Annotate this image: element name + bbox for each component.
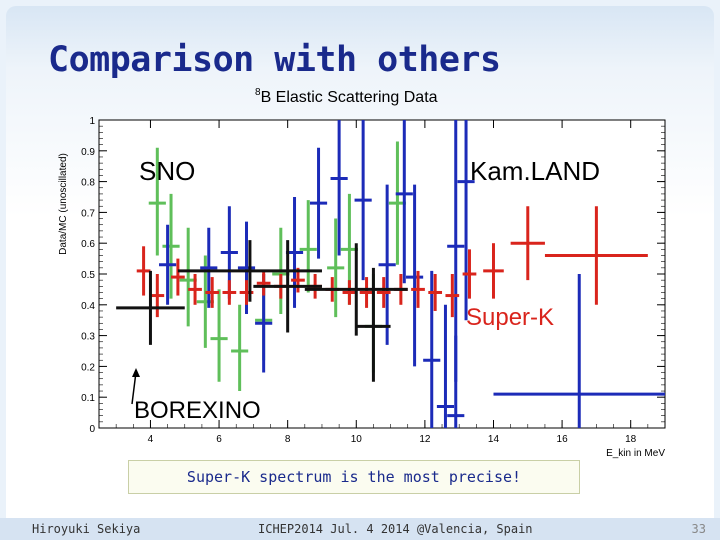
data-point xyxy=(116,270,185,345)
data-point xyxy=(423,270,441,428)
plot-area xyxy=(98,119,666,429)
annotation-sno: SNO xyxy=(139,156,195,186)
data-point xyxy=(205,277,220,308)
data-point xyxy=(159,224,177,305)
data-point xyxy=(148,147,166,256)
data-point xyxy=(342,280,357,305)
data-point xyxy=(411,270,425,308)
data-point xyxy=(309,147,328,259)
y-tick-label: 0.4 xyxy=(81,301,95,312)
y-tick-label: 0.1 xyxy=(81,393,95,404)
x-axis-label: E_kin in MeV xyxy=(606,448,665,459)
data-point xyxy=(162,193,180,299)
data-point xyxy=(510,206,545,281)
chart-title: 8B Elastic Scattering Data xyxy=(255,87,438,106)
data-point xyxy=(177,240,322,302)
x-tick-label: 16 xyxy=(557,434,569,445)
data-point xyxy=(304,243,408,336)
y-tick-label: 1 xyxy=(89,116,95,127)
data-point xyxy=(210,289,228,382)
x-tick-label: 6 xyxy=(216,434,222,445)
annotation-super-k: Super-K xyxy=(466,304,554,331)
page-number: 33 xyxy=(691,522,706,536)
y-tick-label: 0 xyxy=(89,424,95,435)
series-1 xyxy=(159,120,665,428)
borexino-arrowhead xyxy=(132,368,140,377)
footer-conference: ICHEP2014 Jul. 4 2014 @Valencia, Spain xyxy=(258,522,533,536)
footer-bar xyxy=(0,518,720,540)
data-point xyxy=(136,246,151,296)
data-point xyxy=(188,274,202,305)
data-point xyxy=(330,120,348,256)
x-tick-label: 4 xyxy=(148,434,154,445)
borexino-arrow xyxy=(131,371,137,405)
y-tick-label: 0.2 xyxy=(81,362,95,373)
data-point xyxy=(200,227,218,308)
data-point xyxy=(406,184,424,367)
data-point xyxy=(378,184,396,345)
data-point xyxy=(447,335,465,428)
data-point xyxy=(457,120,475,321)
data-point xyxy=(222,280,237,305)
data-point xyxy=(150,274,165,318)
data-point xyxy=(483,243,504,299)
data-point xyxy=(445,274,460,318)
data-point xyxy=(359,277,374,308)
axis-ticks: 00.10.20.30.40.50.60.70.80.914 6 8 10 12 14 16… xyxy=(81,116,665,445)
elastic-scattering-chart: 8B Elastic Scattering Data Data/MC (unos… xyxy=(58,87,666,459)
series-3 xyxy=(116,240,408,382)
data-marks xyxy=(116,120,665,428)
data-point xyxy=(299,200,317,293)
y-tick-label: 0.3 xyxy=(81,332,95,343)
annotation-kamland: Kam.LAND xyxy=(470,156,600,186)
data-point xyxy=(493,274,665,428)
data-point xyxy=(354,120,372,281)
data-point xyxy=(171,258,185,296)
chart-title-text: B Elastic Scattering Data xyxy=(261,89,438,106)
data-point xyxy=(462,249,477,299)
data-point xyxy=(395,120,413,284)
slide-title: Comparison with others xyxy=(48,40,501,80)
x-tick-label: 10 xyxy=(351,434,363,445)
conclusion-callout: Super-K spectrum is the most precise! xyxy=(128,460,580,494)
y-tick-label: 0.9 xyxy=(81,147,95,158)
y-tick-label: 0.5 xyxy=(81,270,95,281)
data-point xyxy=(356,267,391,382)
data-point xyxy=(436,304,455,428)
data-point xyxy=(544,206,648,305)
x-tick-label: 14 xyxy=(488,434,500,445)
annotations: SNO Kam.LAND Super-K BOREXINO xyxy=(131,156,600,424)
x-tick-label: 8 xyxy=(285,434,291,445)
data-point xyxy=(428,274,443,311)
x-tick-label: 18 xyxy=(625,434,637,445)
data-point xyxy=(376,277,391,308)
data-point xyxy=(256,270,271,296)
y-tick-label: 0.8 xyxy=(81,178,95,189)
annotation-borexino: BOREXINO xyxy=(134,397,261,424)
y-tick-label: 0.6 xyxy=(81,239,95,250)
chart-title-superscript: 8 xyxy=(255,87,261,98)
data-point xyxy=(231,304,249,392)
data-point xyxy=(253,240,322,333)
y-tick-label: 0.7 xyxy=(81,208,95,219)
y-axis-label: Data/MC (unoscillated) xyxy=(58,153,69,255)
series-2 xyxy=(136,206,648,318)
x-tick-label: 12 xyxy=(419,434,431,445)
footer-author: Hiroyuki Sekiya xyxy=(32,522,141,536)
data-point xyxy=(327,218,345,318)
